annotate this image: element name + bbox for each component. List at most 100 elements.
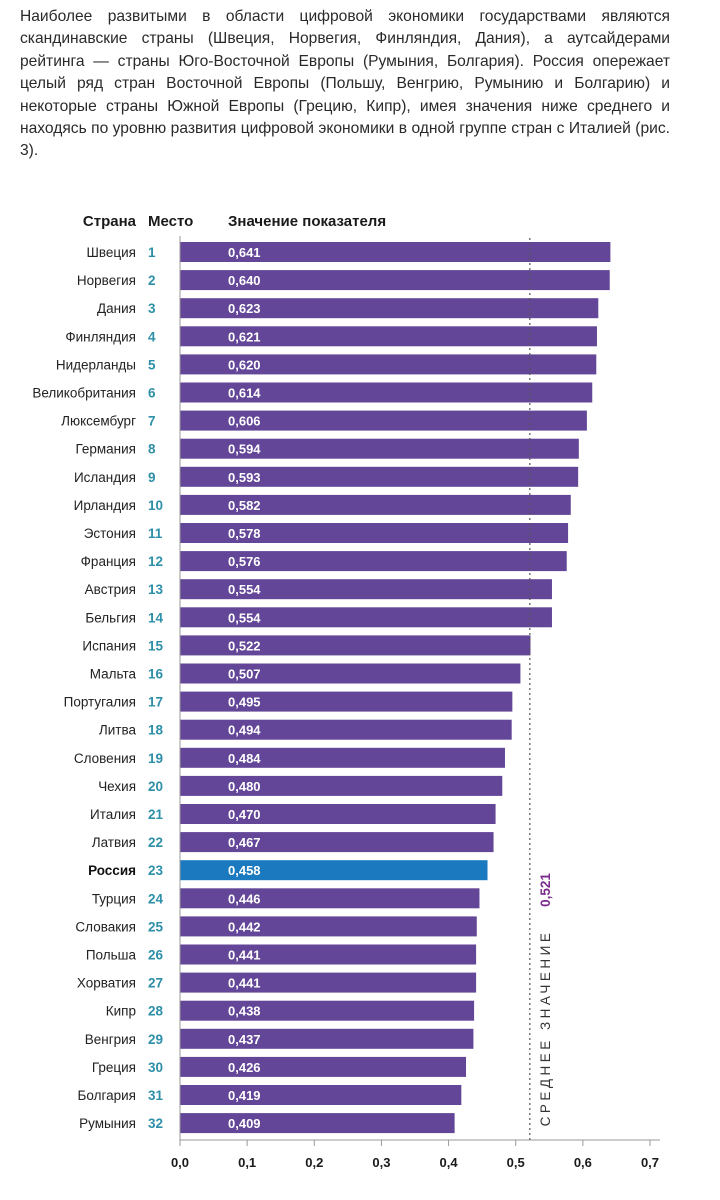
country-label: Исландия	[74, 470, 136, 485]
header-rank: Место	[148, 213, 193, 230]
country-label: Греция	[92, 1060, 136, 1075]
rank-label: 7	[148, 414, 156, 429]
rank-label: 14	[148, 610, 164, 625]
bar	[180, 410, 587, 431]
value-label: 0,442	[228, 919, 261, 934]
value-label: 0,495	[228, 695, 261, 710]
bar	[180, 691, 513, 712]
bar	[180, 888, 480, 909]
x-tick-label: 0,5	[507, 1155, 525, 1170]
bar-highlight	[180, 860, 488, 881]
rank-label: 16	[148, 667, 164, 682]
rank-label: 1	[148, 245, 156, 260]
value-label: 0,426	[228, 1060, 261, 1075]
rank-label: 17	[148, 695, 163, 710]
country-label: Болгария	[78, 1088, 136, 1103]
value-label: 0,594	[228, 442, 261, 457]
country-label: Швеция	[87, 245, 137, 260]
value-label: 0,522	[228, 638, 261, 653]
intro-paragraph: Наиболее развитыми в области цифровой эк…	[20, 8, 670, 160]
value-label: 0,640	[228, 273, 261, 288]
country-label: Франция	[81, 554, 136, 569]
rank-label: 26	[148, 948, 164, 963]
bar	[180, 804, 496, 824]
x-tick-label: 0,0	[171, 1155, 189, 1170]
x-axis: 0,0 0,1 0,2 0,3 0,4 0,5 0,6 0,7	[171, 236, 660, 1170]
x-tick-label: 0,3	[372, 1155, 390, 1170]
rank-label: 18	[148, 723, 164, 738]
rank-label: 32	[148, 1116, 163, 1131]
header-country: Страна	[83, 213, 137, 230]
bar	[180, 551, 567, 572]
country-label: Венгрия	[85, 1032, 136, 1047]
country-label: Португалия	[64, 695, 136, 710]
value-label: 0,419	[228, 1088, 261, 1103]
rank-label: 30	[148, 1060, 163, 1075]
bar	[180, 494, 571, 515]
value-label: 0,576	[228, 554, 261, 569]
country-label: Румыния	[79, 1116, 136, 1131]
value-label: 0,437	[228, 1032, 261, 1047]
country-label: Россия	[88, 863, 136, 878]
rank-label: 13	[148, 582, 164, 597]
rank-label: 20	[148, 779, 163, 794]
rank-label: 24	[148, 891, 164, 906]
rank-label: 8	[148, 442, 156, 457]
value-label: 0,480	[228, 779, 261, 794]
country-label: Турция	[92, 891, 136, 906]
rank-label: 31	[148, 1088, 164, 1103]
country-label: Испания	[82, 638, 136, 653]
average-text-label: СРЕДНЕЕ ЗНАЧЕНИЕ	[538, 930, 553, 1127]
rank-label: 23	[148, 863, 164, 878]
value-label: 0,484	[228, 751, 261, 766]
country-label: Великобритания	[32, 386, 136, 401]
value-label: 0,438	[228, 1004, 261, 1019]
value-label: 0,446	[228, 891, 261, 906]
bar	[180, 747, 505, 768]
country-label: Хорватия	[77, 976, 136, 991]
rank-label: 9	[148, 470, 156, 485]
bar	[180, 242, 611, 262]
country-label: Словакия	[75, 919, 136, 934]
bar	[180, 832, 494, 853]
rank-label: 6	[148, 386, 156, 401]
rank-label: 12	[148, 554, 163, 569]
country-label: Нидерланды	[56, 357, 136, 372]
value-label: 0,554	[228, 582, 261, 597]
bar	[180, 635, 531, 656]
bar	[180, 719, 512, 740]
bar	[180, 916, 477, 937]
country-label: Австрия	[85, 582, 136, 597]
country-label: Бельгия	[85, 610, 136, 625]
country-label: Мальта	[90, 667, 137, 682]
rank-label: 4	[148, 329, 156, 344]
x-tick-label: 0,2	[305, 1155, 323, 1170]
x-tick-label: 0,1	[238, 1155, 256, 1170]
country-label: Германия	[75, 442, 136, 457]
value-label: 0,578	[228, 526, 261, 541]
value-label: 0,641	[228, 245, 261, 260]
rank-label: 2	[148, 273, 156, 288]
value-label: 0,409	[228, 1116, 261, 1131]
value-label: 0,582	[228, 498, 261, 513]
bar	[180, 270, 610, 291]
country-label: Норвегия	[77, 273, 136, 288]
bar	[180, 1113, 455, 1134]
country-label: Польша	[86, 948, 137, 963]
bar	[180, 775, 503, 796]
country-label: Чехия	[98, 779, 136, 794]
country-label: Италия	[90, 807, 136, 822]
bar	[180, 663, 521, 684]
bar	[180, 523, 569, 543]
rank-label: 10	[148, 498, 163, 513]
rank-label: 5	[148, 357, 156, 372]
country-label: Кипр	[106, 1004, 136, 1019]
chart-rows: Швеция 1 0,641 Норвегия 2 0,640 Дания 3 0,623 Фин…	[32, 242, 611, 1134]
bar	[180, 1085, 462, 1105]
country-label: Литва	[99, 723, 137, 738]
bar	[180, 1028, 474, 1049]
average-value-label: 0,521	[538, 873, 553, 907]
bar	[180, 326, 597, 347]
value-label: 0,467	[228, 835, 261, 850]
bar	[180, 579, 552, 600]
